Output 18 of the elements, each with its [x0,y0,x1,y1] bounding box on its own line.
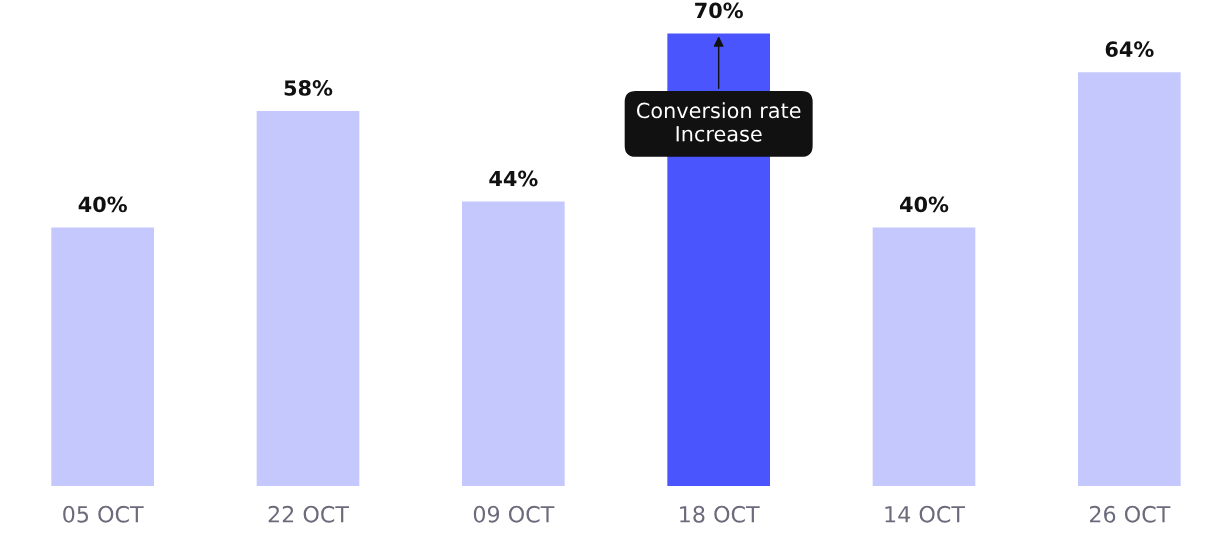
data-label: 40% [900,196,949,213]
x-tick-label: 22 OCT [268,505,350,523]
bar [1078,72,1181,486]
data-label: 64% [1105,41,1154,58]
bar [462,201,565,486]
data-label: 44% [489,170,538,187]
x-tick-label: 14 OCT [885,505,966,523]
x-tick-label: 09 OCT [473,505,555,523]
data-label: 40% [78,196,127,213]
bar [51,227,154,486]
data-label: 58% [284,80,333,96]
bar [256,111,360,486]
x-tick-label: 18 OCT [680,505,760,523]
annotation: Conversion rate Increase [636,102,801,142]
x-tick-label: 26 OCT [1090,505,1171,523]
data-label: 70% [695,2,743,19]
bar [872,227,976,486]
x-tick-label: 05 OCT [63,505,144,523]
